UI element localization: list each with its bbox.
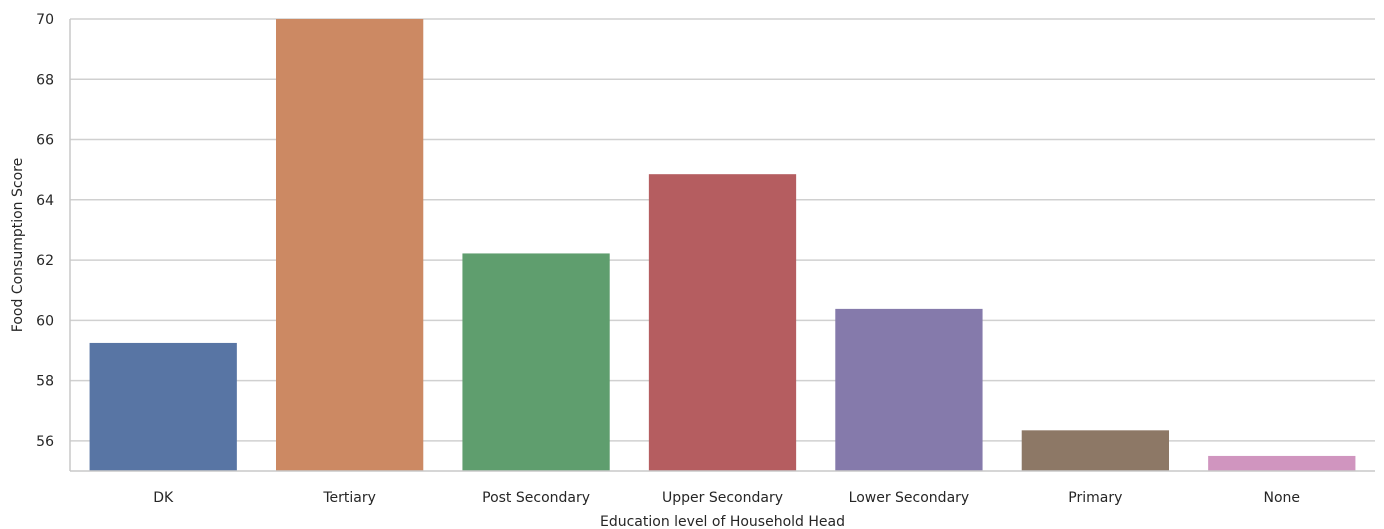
- y-tick-label: 66: [36, 133, 54, 149]
- x-tick-label: DK: [153, 490, 174, 506]
- y-axis-title: Food Consumption Score: [10, 158, 26, 332]
- x-tick-label: Lower Secondary: [849, 490, 970, 506]
- bar: [1021, 430, 1169, 471]
- bar: [1208, 455, 1356, 471]
- x-tick-label: Post Secondary: [482, 490, 590, 506]
- bar: [462, 253, 610, 471]
- bar: [648, 174, 797, 472]
- x-axis-title: Education level of Household Head: [600, 514, 845, 529]
- x-tick-label: None: [1264, 490, 1301, 506]
- bar: [89, 342, 237, 471]
- x-tick-label: Upper Secondary: [662, 490, 783, 506]
- y-tick-label: 56: [36, 434, 54, 450]
- y-tick-label: 58: [36, 374, 54, 390]
- x-tick-label: Tertiary: [322, 490, 376, 506]
- y-tick-label: 60: [36, 313, 54, 329]
- y-tick-labels: 56 58 60 62 64 66 68 70: [36, 12, 54, 450]
- x-tick-label: Primary: [1068, 490, 1122, 506]
- y-tick-label: 68: [36, 72, 54, 88]
- bar: [276, 19, 424, 471]
- bars: [89, 19, 1356, 472]
- bar: [835, 308, 983, 471]
- y-tick-label: 70: [36, 12, 54, 28]
- y-tick-label: 62: [36, 253, 54, 269]
- y-tick-label: 64: [36, 193, 54, 209]
- x-tick-labels: DK Tertiary Post Secondary Upper Secondary L…: [153, 490, 1300, 506]
- axes: [69, 19, 1375, 472]
